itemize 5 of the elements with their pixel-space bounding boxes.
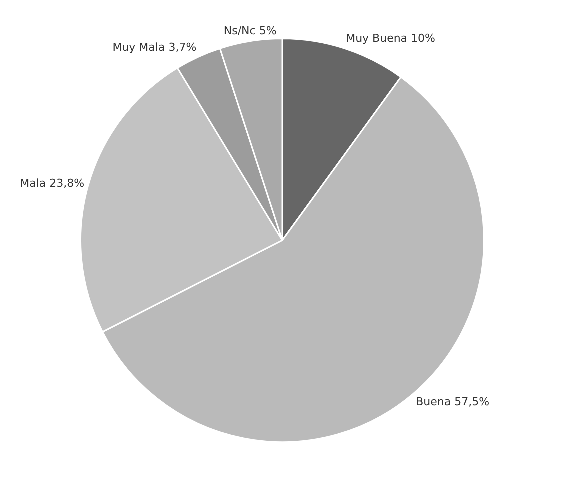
slice-label: Muy Buena 10%	[346, 32, 436, 46]
slice-label: Mala 23,8%	[20, 177, 85, 190]
slice-label: Buena 57,5%	[416, 395, 490, 408]
slice-label: Ns/Nc 5%	[224, 24, 277, 38]
slice-label: Muy Mala 3,7%	[112, 40, 197, 54]
